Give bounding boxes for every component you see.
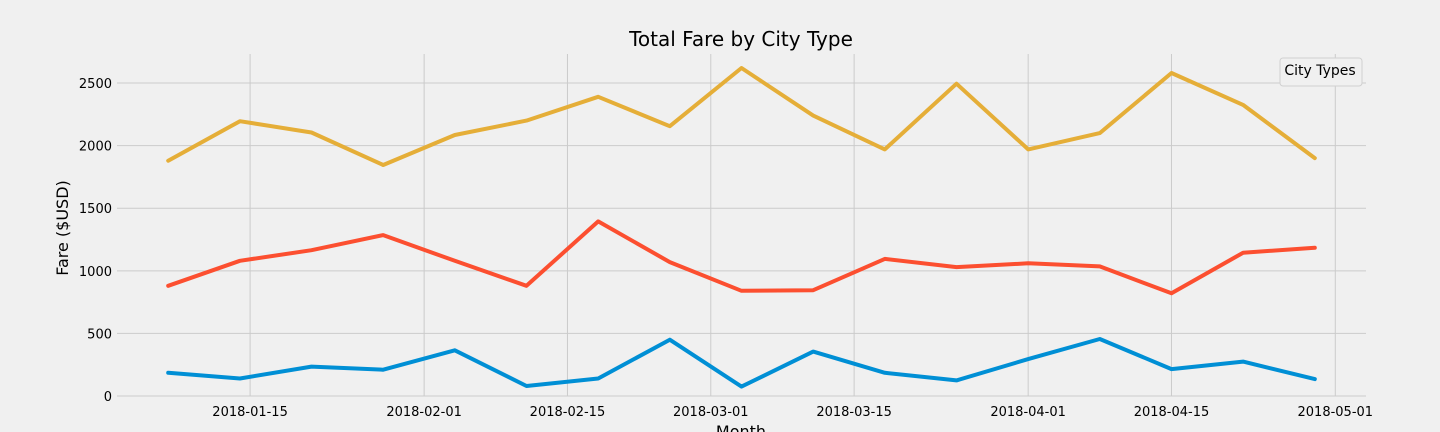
series-line-1 — [166, 66, 1317, 167]
x-tick-label: 2018-04-01 — [990, 405, 1066, 420]
series-line-3 — [166, 337, 1317, 389]
x-axis-ticks: 2018-01-15 2018-02-01 2018-02-15 2018-03-01… — [212, 405, 1373, 420]
x-tick-label: 2018-04-15 — [1134, 405, 1210, 420]
legend: City Types — [1279, 57, 1363, 87]
legend-box — [1279, 57, 1363, 87]
series-line-2 — [166, 219, 1317, 296]
x-tick-label: 2018-03-15 — [816, 405, 892, 420]
grid — [117, 54, 1366, 397]
legend-title: City Types — [1284, 63, 1355, 79]
x-tick-label: 2018-03-01 — [673, 405, 749, 420]
series-lines — [166, 66, 1317, 389]
x-tick-label: 2018-02-01 — [386, 405, 462, 420]
y-tick-label: 2000 — [79, 140, 112, 155]
x-tick-label: 2018-05-01 — [1298, 405, 1374, 420]
y-axis-ticks: 0 500 1000 1500 2000 2500 — [79, 77, 112, 405]
x-tick-label: 2018-02-15 — [530, 405, 606, 420]
x-tick-label: 2018-01-15 — [212, 405, 288, 420]
chart-title: Total Fare by City Type — [628, 27, 853, 51]
y-tick-label: 0 — [104, 390, 112, 405]
y-tick-label: 1000 — [79, 265, 112, 280]
y-tick-label: 1500 — [79, 202, 112, 217]
y-tick-label: 2500 — [79, 77, 112, 92]
y-axis-label: Fare ($USD) — [53, 180, 72, 276]
y-tick-label: 500 — [87, 327, 112, 342]
x-axis-label: Month — [716, 422, 766, 432]
